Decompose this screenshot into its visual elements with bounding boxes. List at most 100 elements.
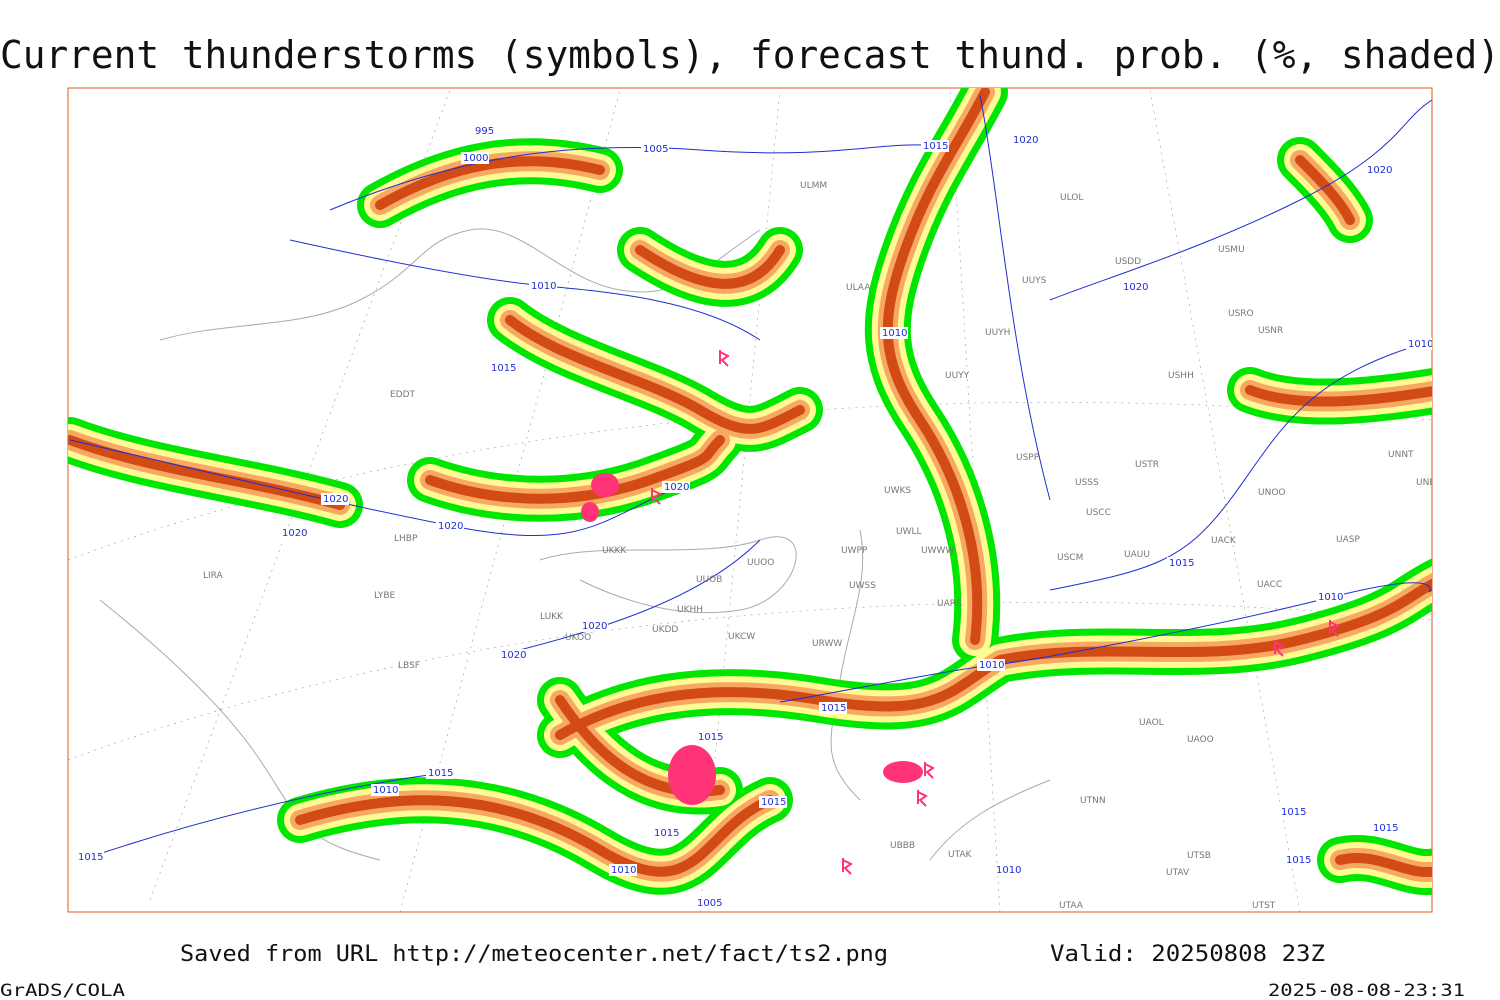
isobar-label: 1020 <box>664 482 689 493</box>
storm-symbol <box>917 790 928 807</box>
station-label: UUOO <box>747 558 774 568</box>
station-label: USDD <box>1115 257 1141 267</box>
isobar-label: 1020 <box>438 521 463 532</box>
isobar-label-box <box>695 897 723 909</box>
isobar-label: 1015 <box>78 852 103 863</box>
isobar-label: 1015 <box>1169 558 1194 569</box>
station-label: UTSB <box>1187 851 1211 861</box>
station-label: USCM <box>1057 553 1083 563</box>
station-label: UUYH <box>985 328 1010 338</box>
station-label: UNBB <box>1416 478 1442 488</box>
station-label: UNNT <box>1388 450 1414 460</box>
isobar-label: 1010 <box>373 785 398 796</box>
storm-symbol <box>1329 620 1340 637</box>
isobar-label-box <box>473 125 501 137</box>
coastline <box>159 228 761 341</box>
station-label: UWWW <box>921 546 954 556</box>
isobar-label: 1010 <box>1318 592 1343 603</box>
storm-symbol <box>924 762 935 779</box>
station-label: LYBE <box>374 591 395 601</box>
station-label: UAUU <box>1124 550 1150 560</box>
isobar-label-box <box>436 520 464 532</box>
storm-area <box>591 473 619 497</box>
storm-symbols <box>651 350 1340 875</box>
station-label: UBBB <box>890 841 915 851</box>
station-label: USSS <box>1075 478 1099 488</box>
isobar-label-box <box>580 620 608 632</box>
isobar-label: 1020 <box>1123 282 1148 293</box>
isobar-label: 1020 <box>501 650 526 661</box>
isobar-label: 1020 <box>582 621 607 632</box>
station-label: USMU <box>1218 245 1245 255</box>
storm-area <box>883 761 923 783</box>
station-label: LIRA <box>203 571 224 581</box>
station-label: UTAV <box>1166 868 1190 878</box>
isobar-label-box <box>1284 854 1312 866</box>
station-label: ULAA <box>846 283 871 293</box>
isobar-label-box <box>977 659 1005 671</box>
storm-symbol <box>719 350 730 367</box>
isobar <box>499 539 761 656</box>
isobars <box>69 94 1432 858</box>
map-title: Current thunderstorms (symbols), forecas… <box>0 33 1500 77</box>
isobar-label-box <box>759 796 787 808</box>
isobar-label-box <box>1167 557 1195 569</box>
station-label: UWKS <box>884 486 911 496</box>
isobar <box>1049 343 1423 591</box>
station-label: UACC <box>1257 580 1282 590</box>
isobar-label: 1015 <box>821 703 846 714</box>
isobar-label-box <box>641 143 669 155</box>
isobar <box>89 772 443 858</box>
isobar-label-box <box>489 362 517 374</box>
storm-symbol <box>842 858 853 875</box>
software-credit: GrADS/COLA <box>0 981 125 1000</box>
station-label: UKDD <box>652 625 678 635</box>
isobar-label: 1010 <box>979 660 1004 671</box>
station-label: UKHH <box>677 605 703 615</box>
isobar-label: 1015 <box>1286 855 1311 866</box>
station-label: UUYY <box>945 371 970 381</box>
station-label: UUOB <box>696 575 722 585</box>
isobar-label-box <box>1279 806 1307 818</box>
isobar-label-box <box>819 702 847 714</box>
isobar-label-box <box>696 731 724 743</box>
isobar-label: 1010 <box>996 865 1021 876</box>
isobar-label-box <box>609 864 637 876</box>
isobar-label-box <box>321 493 349 505</box>
map-area: ULMM ULOL USDD USMU UUYS ULAA UUYH USRO USNR UUYY… <box>68 90 1442 912</box>
coastlines <box>99 228 1051 861</box>
isobar-label-box <box>461 152 489 164</box>
isobar-label: 1020 <box>323 494 348 505</box>
labels: ULMM ULOL USDD USMU UUYS ULAA UUYH USRO USNR UUYY… <box>76 125 1442 911</box>
isobar-label-box <box>499 649 527 661</box>
station-label: UWPP <box>841 546 868 556</box>
isobar-label: 1010 <box>611 865 636 876</box>
isobar <box>779 582 1432 703</box>
station-label: UASP <box>1336 535 1360 545</box>
station-label: USRO <box>1228 309 1254 319</box>
isobar-label: 1015 <box>923 141 948 152</box>
isobar-label-box <box>1365 164 1393 176</box>
station-label: LUKK <box>540 612 564 622</box>
isobar-label-box <box>1406 338 1432 350</box>
isobar-label-box <box>76 851 104 863</box>
storm-area <box>581 502 599 522</box>
isobar-label: 1015 <box>491 363 516 374</box>
isobar-label-box <box>1121 281 1149 293</box>
isobar <box>1049 99 1432 301</box>
station-label: USHH <box>1168 371 1194 381</box>
station-label: UTAA <box>1059 901 1084 911</box>
station-label: UAOL <box>1139 718 1164 728</box>
isobar-label-box <box>529 280 557 292</box>
station-label: UNOO <box>1258 488 1286 498</box>
station-label: USTR <box>1135 460 1159 470</box>
coastline <box>539 536 797 614</box>
isobar-label: 1010 <box>882 328 907 339</box>
station-label: EDDT <box>390 390 416 400</box>
station-label: URWW <box>812 639 842 649</box>
station-label: UKOO <box>565 633 591 643</box>
isobar-label: 1000 <box>463 153 488 164</box>
station-label: UTST <box>1252 901 1276 911</box>
